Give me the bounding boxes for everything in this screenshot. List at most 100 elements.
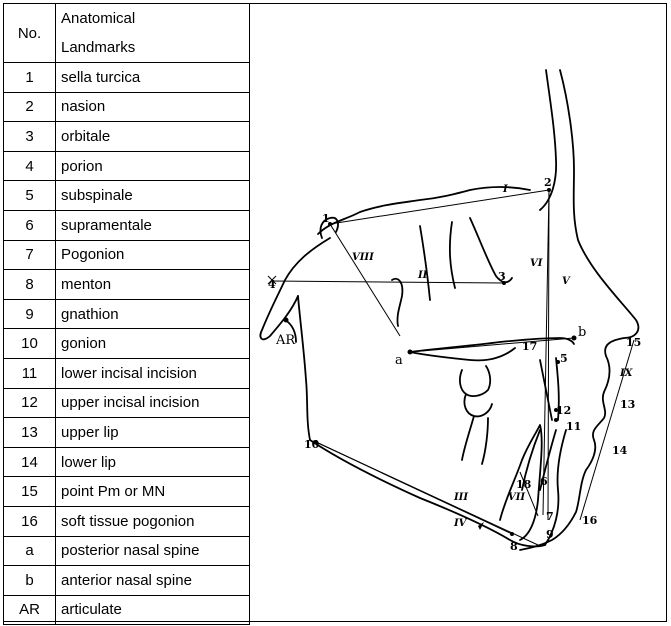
label-17: 17 xyxy=(522,340,537,353)
landmark-number: 5 xyxy=(3,180,56,211)
landmark-points xyxy=(283,188,577,536)
label-16: 16 xyxy=(582,514,598,527)
label-7: 7 xyxy=(546,510,554,523)
landmark-number: 6 xyxy=(3,209,56,241)
point-a-dot xyxy=(407,349,413,355)
table-row: b anterior nasal spine xyxy=(3,565,250,596)
label-14: 14 xyxy=(612,444,628,457)
label-b: b xyxy=(578,325,586,340)
table-row: 6 supramentale xyxy=(3,209,250,241)
line-label-VI: VI xyxy=(530,258,543,269)
ramus xyxy=(297,295,311,441)
sella-outline xyxy=(319,216,339,239)
label-11: 11 xyxy=(566,420,581,433)
landmark-number: 9 xyxy=(3,298,56,330)
label-12: 12 xyxy=(556,404,571,417)
landmark-number: 7 xyxy=(3,239,56,271)
line-label-III: III xyxy=(453,492,468,503)
header-landmarks: Anatomical Landmarks xyxy=(55,3,250,63)
table-row: 8 menton xyxy=(3,269,250,300)
point-10-dot xyxy=(314,440,318,444)
soft-tissue-forehead xyxy=(559,69,640,357)
table-row: 14 lower lip xyxy=(3,446,250,478)
table-row: 3 orbitale xyxy=(3,121,250,152)
point-labels: 1 2 3 4 5 6 7 8 9 10 11 12 13 14 15 16 1… xyxy=(268,176,641,553)
table-row: 12 upper incisal incision xyxy=(3,387,250,419)
orbit-wall-1 xyxy=(469,217,513,284)
landmark-name: articulate xyxy=(55,594,250,626)
table-row: a posterior nasal spine xyxy=(3,535,250,567)
label-3: 3 xyxy=(498,270,506,283)
symphysis-inner xyxy=(499,424,543,541)
label-a: a xyxy=(395,353,403,368)
palatal-plane xyxy=(409,337,575,353)
line-VI xyxy=(542,189,550,516)
line-IV-arrow xyxy=(478,522,484,530)
table-row: 9 gnathion xyxy=(3,298,250,330)
line-label-VIII: VIII xyxy=(352,252,374,263)
line-label-V: V xyxy=(562,276,571,287)
landmark-number: 3 xyxy=(3,121,56,152)
landmark-name: menton xyxy=(55,269,250,300)
line-II xyxy=(271,280,505,284)
point-5-dot xyxy=(556,360,560,364)
label-13: 13 xyxy=(620,398,635,411)
line-VIII xyxy=(329,223,401,337)
anterior-cranial-base xyxy=(317,186,531,235)
line-ab xyxy=(409,337,575,353)
soft-tissue-lips xyxy=(519,355,611,551)
table-row: AR articulate xyxy=(3,594,250,626)
symphysis-outer xyxy=(544,429,567,546)
landmark-name: gnathion xyxy=(55,298,250,330)
header-no: No. xyxy=(3,3,56,63)
point-1-dot xyxy=(328,222,332,226)
label-1: 1 xyxy=(322,212,330,225)
table-header-row: No. Anatomical Landmarks xyxy=(3,3,250,63)
line-IV xyxy=(315,441,513,535)
lower-incisor xyxy=(521,429,557,491)
point-11-dot xyxy=(554,418,558,422)
label-ar: AR xyxy=(275,333,296,348)
header-line-2: Landmarks xyxy=(61,39,136,56)
landmark-number: 1 xyxy=(3,62,56,93)
table-row: 5 subspinale xyxy=(3,180,250,211)
header-line-1: Anatomical xyxy=(61,10,136,27)
point-ar-dot xyxy=(283,317,289,323)
landmark-name: orbitale xyxy=(55,121,250,152)
label-6: 6 xyxy=(540,475,548,488)
table-row: 10 gonion xyxy=(3,328,250,359)
landmark-number: 15 xyxy=(3,476,56,507)
line-I xyxy=(329,189,550,225)
molar-tooth xyxy=(459,365,493,465)
label-9: 9 xyxy=(546,528,554,541)
landmark-name: sella turcica xyxy=(55,62,250,93)
line-label-I: I xyxy=(502,184,508,195)
landmark-number: 16 xyxy=(3,505,56,537)
label-18: 18 xyxy=(516,478,532,491)
landmark-name: nasion xyxy=(55,91,250,123)
label-2: 2 xyxy=(544,176,552,189)
line-VII xyxy=(519,471,539,517)
line-label-VII: VII xyxy=(508,492,525,503)
label-8: 8 xyxy=(510,540,518,553)
point-8-dot xyxy=(510,532,514,536)
orbit-wall-3 xyxy=(419,225,431,301)
marker-4-cross xyxy=(267,275,277,285)
table-row: 1 sella turcica xyxy=(3,62,250,93)
landmark-name: posterior nasal spine xyxy=(55,535,250,567)
point-12-dot xyxy=(554,408,558,412)
landmark-name: supramentale xyxy=(55,209,250,241)
table-row: 7 Pogonion xyxy=(3,239,250,271)
landmark-table: No. Anatomical Landmarks 1 sella turcica 2… xyxy=(3,3,250,626)
table-row: 2 nasion xyxy=(3,91,250,123)
line-IX xyxy=(579,339,635,521)
landmark-name: gonion xyxy=(55,328,250,359)
line-label-IV: IV xyxy=(453,518,468,529)
line-label-IX: IX xyxy=(619,368,634,379)
line-label-II: II xyxy=(417,270,428,281)
line-labels: I II III IV V VI VII VIII IX xyxy=(352,184,634,529)
point-letter-labels: a b AR xyxy=(275,325,586,368)
label-15: 15 xyxy=(626,336,641,349)
landmark-name: porion xyxy=(55,150,250,182)
